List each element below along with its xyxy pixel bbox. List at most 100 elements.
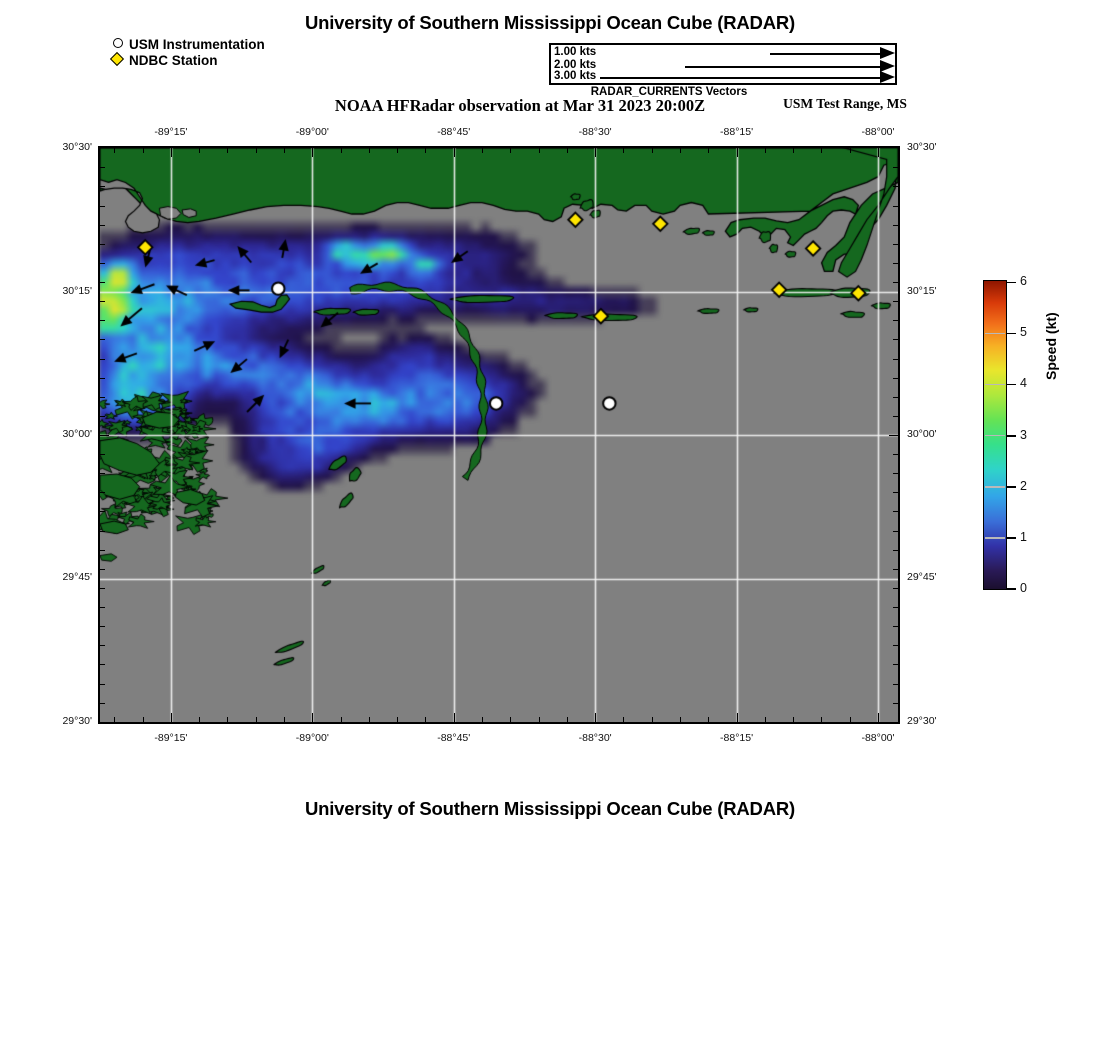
lat-tick-left <box>100 186 106 188</box>
vector-scale-line-2 <box>685 66 880 68</box>
vector-scale-label-3: 3.00 kts <box>554 70 597 82</box>
marker-legend: USM Instrumentation NDBC Station <box>109 36 265 68</box>
lon-tick-top <box>878 148 880 158</box>
lat-tick-left <box>100 397 106 399</box>
colorbar-tick <box>1007 435 1016 437</box>
lon-tick-top <box>821 148 823 154</box>
lon-tick-top <box>737 148 739 158</box>
lon-axis-label-top: -89°00' <box>295 126 329 138</box>
lat-tick-right <box>892 664 898 666</box>
lat-tick-left <box>100 263 106 265</box>
vector-scale-row-3: 3.00 kts <box>551 70 895 84</box>
lon-axis-label-top: -88°00' <box>861 126 895 138</box>
lon-tick-bottom <box>680 716 682 722</box>
lat-tick-left <box>100 454 106 456</box>
lat-tick-left <box>100 378 106 380</box>
lon-tick-top <box>680 148 682 154</box>
lon-axis-label-bottom: -88°30' <box>578 732 612 744</box>
lon-tick-bottom <box>510 716 512 722</box>
lon-tick-bottom <box>482 716 484 722</box>
lon-tick-top <box>595 148 597 158</box>
circle-marker-icon <box>110 36 126 52</box>
lon-axis-label-top: -88°30' <box>578 126 612 138</box>
lat-axis-label-right: 30°00' <box>907 428 937 440</box>
colorbar-tick <box>1007 588 1016 590</box>
lat-tick-right <box>892 454 898 456</box>
vector-scale-row-1: 1.00 kts <box>551 46 895 60</box>
lon-tick-top <box>227 148 229 154</box>
lat-tick-right <box>892 339 898 341</box>
lat-tick-right <box>892 511 898 513</box>
vector-scale-row-2: 2.00 kts <box>551 59 895 73</box>
lat-tick-left <box>100 167 106 169</box>
lon-axis-label-bottom: -88°00' <box>861 732 895 744</box>
lat-tick-left <box>100 607 106 609</box>
lat-tick-left <box>100 339 106 341</box>
lat-axis-label-right: 30°30' <box>907 141 937 154</box>
lat-axis-label-right: 30°15' <box>907 284 937 297</box>
lat-tick-right <box>892 588 898 590</box>
lon-tick-bottom <box>595 712 597 722</box>
lat-tick-left <box>100 531 106 533</box>
lat-tick-right <box>892 359 898 361</box>
lon-axis-label-top: -88°15' <box>720 126 754 138</box>
colorbar-tick-label: 3 <box>1020 427 1027 442</box>
lon-tick-bottom <box>793 716 795 722</box>
lon-axis-label-bottom: -88°15' <box>720 732 754 744</box>
map-canvas[interactable] <box>100 148 898 722</box>
lat-tick-left <box>100 664 106 666</box>
lat-tick-right <box>892 703 898 705</box>
lat-axis-label-left: 29°45' <box>62 571 92 584</box>
lat-tick-right <box>892 282 898 284</box>
colorbar-tick <box>1007 332 1016 335</box>
lon-tick-top <box>143 148 145 154</box>
vector-scale-arrowhead-3 <box>880 71 895 83</box>
lon-tick-bottom <box>737 712 739 722</box>
lat-tick-right <box>888 435 898 437</box>
lat-tick-right <box>892 626 898 628</box>
lat-axis-label-left: 30°30' <box>62 141 92 154</box>
colorbar-separator <box>984 332 1006 335</box>
lon-tick-bottom <box>850 716 852 722</box>
lat-tick-right <box>892 320 898 322</box>
lat-tick-right <box>892 645 898 647</box>
lon-tick-top <box>623 148 625 154</box>
colorbar-title: Speed (kt) <box>1043 312 1059 380</box>
vector-scale-line-3 <box>600 77 880 79</box>
lon-tick-bottom <box>539 716 541 722</box>
lat-tick-right <box>892 263 898 265</box>
vector-scale-label-2: 2.00 kts <box>554 59 597 71</box>
lat-tick-left <box>100 684 106 686</box>
lon-tick-bottom <box>425 716 427 722</box>
lat-axis-label-left: 30°00' <box>62 428 92 440</box>
lon-tick-bottom <box>878 712 880 722</box>
lat-tick-right <box>892 167 898 169</box>
lon-tick-top <box>454 148 456 158</box>
map-frame[interactable] <box>98 146 900 724</box>
map-container[interactable] <box>98 146 900 724</box>
lat-tick-left <box>100 225 106 227</box>
lon-tick-bottom <box>708 716 710 722</box>
colorbar-tick-label: 6 <box>1020 274 1027 289</box>
colorbar-tick <box>1007 281 1016 284</box>
lon-tick-top <box>793 148 795 154</box>
lat-tick-left <box>100 550 106 552</box>
vector-scale-caption: RADAR_CURRENTS Vectors <box>590 86 748 98</box>
legend-label-ndbc: NDBC Station <box>129 52 218 68</box>
lon-tick-bottom <box>256 716 258 722</box>
lat-tick-right <box>892 492 898 494</box>
lat-tick-left <box>100 511 106 513</box>
lat-axis-label-right: 29°30' <box>907 714 937 727</box>
lat-tick-right <box>892 244 898 246</box>
legend-item-usm: USM Instrumentation <box>110 36 265 52</box>
lat-tick-right <box>892 473 898 475</box>
lon-tick-top <box>850 148 852 154</box>
lat-tick-right <box>892 550 898 552</box>
footer-title: University of Southern Mississippi Ocean… <box>304 798 795 819</box>
lat-tick-left <box>100 435 110 437</box>
lon-tick-top <box>482 148 484 154</box>
lat-tick-left <box>100 645 106 647</box>
lon-tick-bottom <box>652 716 654 722</box>
lat-tick-right <box>892 186 898 188</box>
